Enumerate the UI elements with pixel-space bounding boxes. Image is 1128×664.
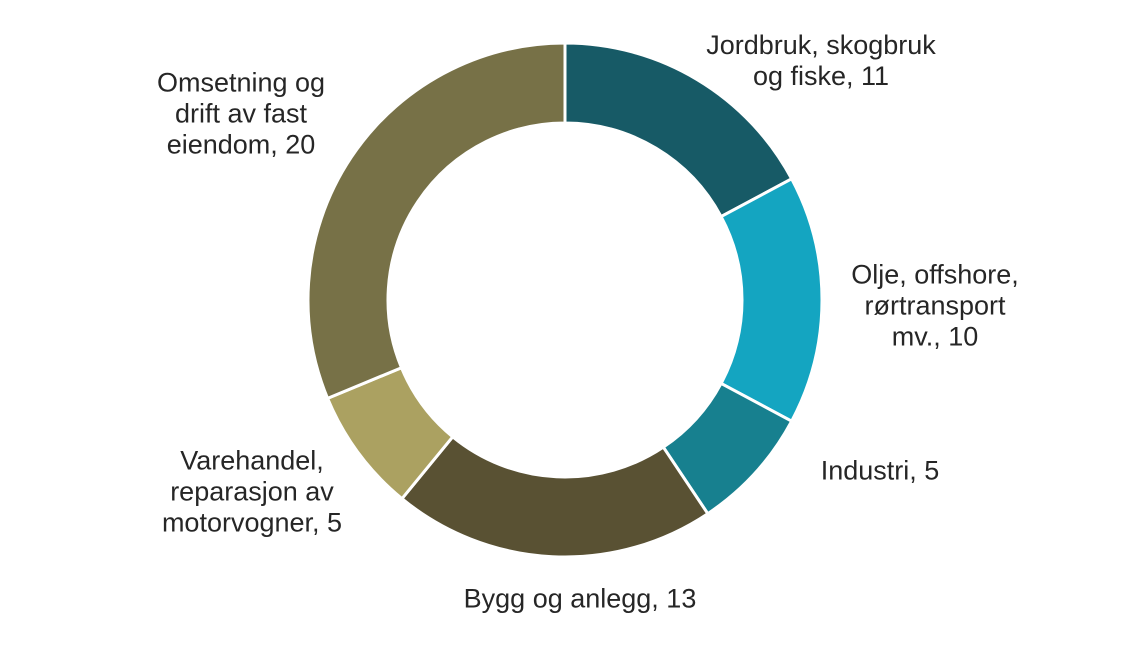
slice-label-jordbruk-skogbruk-fiske: Jordbruk, skogbruk og fiske, 11 — [706, 30, 936, 91]
slice-label-industri: Industri, 5 — [820, 455, 940, 486]
donut-segment-3 — [400, 435, 710, 559]
slice-label-varehandel: Varehandel, reparasjon av motorvogner, 5 — [161, 445, 343, 538]
slice-label-olje-offshore: Olje, offshore, rørtransport mv., 10 — [851, 259, 1019, 352]
donut-segment-1 — [719, 177, 824, 423]
donut-segment-5 — [306, 41, 567, 400]
slice-label-bygg-og-anlegg: Bygg og anlegg, 13 — [463, 583, 697, 614]
slice-label-omsetning-eiendom: Omsetning og drift av fast eiendom, 20 — [156, 67, 326, 160]
